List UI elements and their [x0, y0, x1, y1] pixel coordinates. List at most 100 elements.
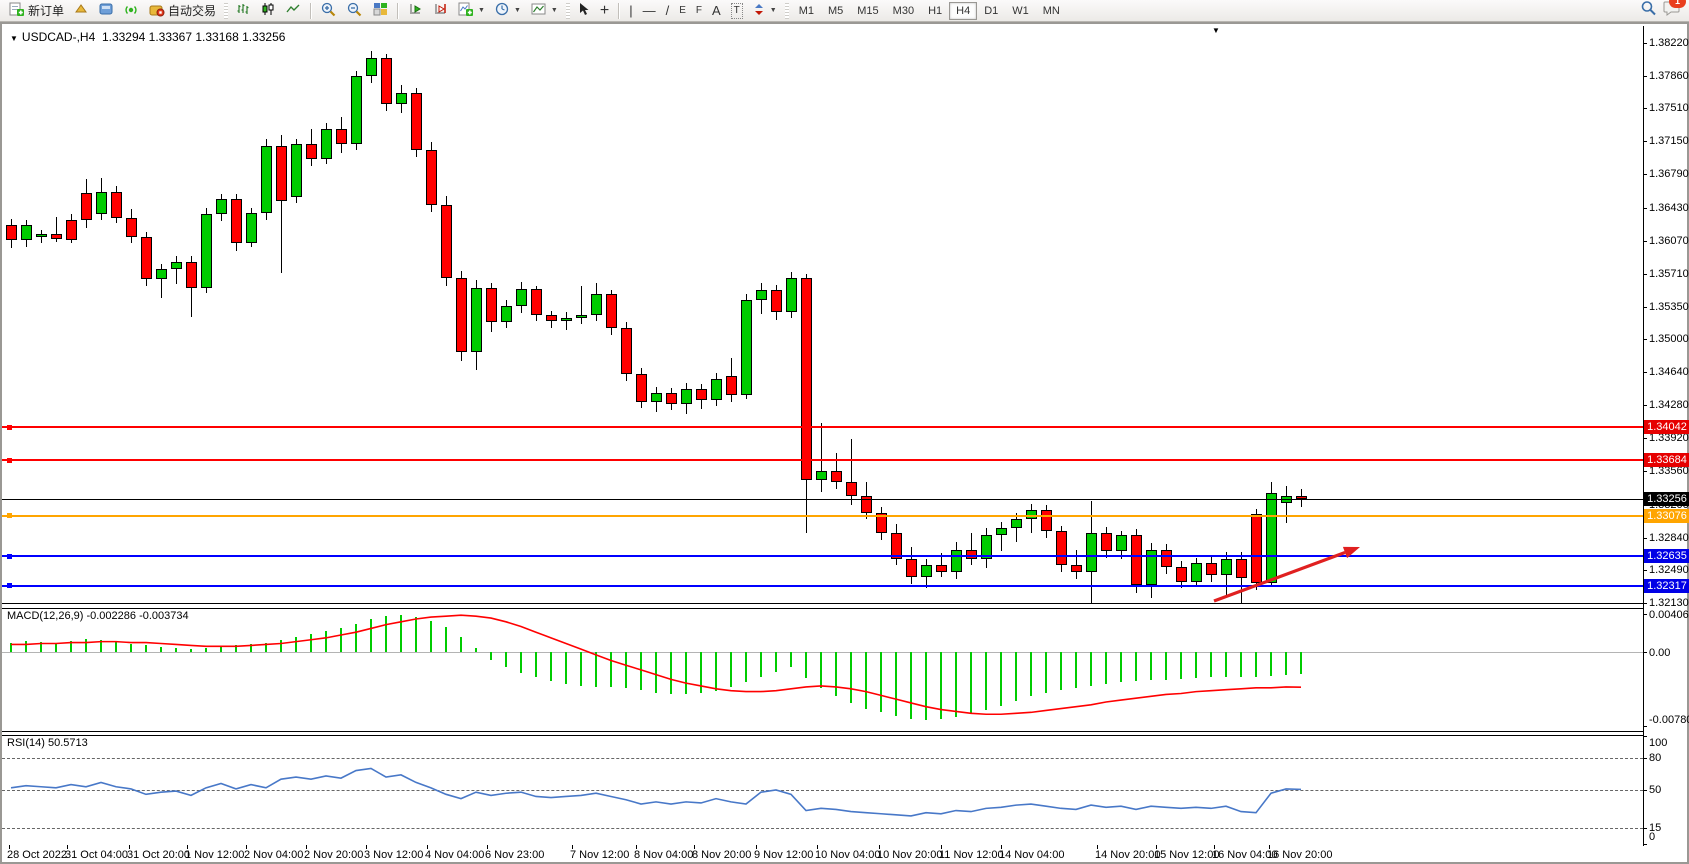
notifications-button[interactable]: 1 [1663, 0, 1686, 21]
crosshair-icon: + [599, 1, 610, 19]
horizontal-line-object[interactable] [2, 459, 1643, 462]
channel-tool-button[interactable]: E [674, 1, 691, 20]
toolbar: 新订单 自动交易 [0, 0, 1689, 22]
timeframe-m15-button[interactable]: M15 [850, 2, 885, 20]
candlestick-mode-button[interactable] [256, 1, 281, 20]
search-icon[interactable] [1640, 0, 1657, 21]
candle-body [546, 315, 557, 321]
candle-body [1116, 534, 1127, 552]
hline-handle[interactable] [7, 513, 12, 519]
horizontal-line-object[interactable] [2, 426, 1643, 429]
zoom-in-button[interactable] [316, 1, 342, 20]
candle-body [336, 129, 347, 145]
macd-histogram-bar [520, 652, 522, 673]
hline-price-badge: 1.32317 [1644, 578, 1689, 593]
crosshair-tool-button[interactable]: + [595, 1, 614, 20]
timeframe-h1-button[interactable]: H1 [921, 2, 949, 20]
tile-windows-button[interactable] [368, 1, 393, 20]
price-tick-mark [1643, 372, 1647, 374]
market-watch-button[interactable] [69, 1, 94, 20]
text-tool-button[interactable]: A [707, 1, 726, 20]
zoom-out-button[interactable] [342, 1, 368, 20]
trendline-tool-button[interactable]: / [661, 1, 675, 20]
vertical-line-tool-button[interactable]: | [624, 1, 637, 20]
auto-scroll-button[interactable] [403, 1, 428, 20]
templates-button[interactable]: ▼ [526, 1, 563, 20]
candle-body [396, 92, 407, 104]
notification-badge: 1 [1669, 0, 1686, 8]
hline-handle[interactable] [7, 457, 12, 463]
macd-histogram-bar [625, 652, 627, 688]
hline-handle[interactable] [7, 553, 12, 559]
macd-histogram-bar [445, 627, 447, 652]
timeframe-d1-button[interactable]: D1 [977, 2, 1005, 20]
timeframe-m5-button[interactable]: M5 [821, 2, 850, 20]
new-order-button[interactable]: 新订单 [4, 1, 69, 20]
macd-histogram-bar [1255, 652, 1257, 677]
text-label-tool-button[interactable]: T [726, 1, 748, 20]
macd-histogram-bar [1210, 652, 1212, 678]
timeframe-h4-button[interactable]: H4 [949, 2, 978, 20]
macd-histogram-bar [610, 652, 612, 687]
candle-body [756, 290, 767, 300]
time-tick-mark [1097, 845, 1098, 849]
candle-body [456, 278, 467, 352]
macd-histogram-bar [175, 648, 177, 652]
hline-handle[interactable] [7, 583, 12, 589]
macd-histogram-bar [415, 617, 417, 652]
cursor-tool-button[interactable] [573, 1, 595, 20]
candle-wick [1076, 549, 1077, 579]
signals-button[interactable] [119, 1, 144, 20]
arrows-tool-button[interactable]: ▼ [748, 1, 782, 20]
rsi-level-line [2, 827, 1643, 829]
symbol-dropdown-icon[interactable]: ▼ [10, 34, 18, 43]
zoom-in-icon [321, 2, 337, 20]
horizontal-line-object[interactable] [2, 584, 1643, 587]
horizontal-line-tool-button[interactable]: — [638, 1, 661, 20]
macd-histogram-bar [145, 645, 147, 652]
macd-histogram-bar [805, 652, 807, 679]
rsi-tick-label: 50 [1649, 784, 1662, 796]
timeframe-m30-button[interactable]: M30 [886, 2, 921, 20]
periods-button[interactable]: ▼ [490, 1, 526, 20]
candle-body [216, 199, 227, 214]
macd-histogram-bar [955, 652, 957, 718]
horizontal-line-object[interactable] [2, 555, 1643, 558]
price-tick-label: 1.34640 [1649, 366, 1689, 379]
profile-icon [99, 2, 114, 19]
bar-chart-mode-button[interactable] [231, 1, 256, 20]
hline-handle[interactable] [7, 424, 12, 430]
timeframe-mn-button[interactable]: MN [1036, 2, 1067, 20]
candle-body [231, 199, 242, 244]
macd-histogram-bar [1225, 652, 1227, 677]
trendline-icon: / [665, 2, 670, 18]
candle-wick [566, 312, 567, 330]
macd-histogram-bar [895, 652, 897, 717]
macd-histogram-bar [1150, 652, 1152, 681]
time-tick-mark [879, 845, 880, 849]
fibonacci-tool-button[interactable]: F [691, 1, 707, 20]
timeframe-w1-button[interactable]: W1 [1005, 2, 1036, 20]
horizontal-line-object[interactable] [2, 514, 1643, 517]
price-tick-label: 1.32490 [1649, 563, 1689, 576]
indicators-button[interactable]: ▼ [453, 1, 490, 20]
candle-body [501, 305, 512, 323]
tile-windows-icon [373, 2, 388, 19]
price-tick-label: 1.34280 [1649, 399, 1689, 412]
pane-main-macd-separator [2, 603, 1643, 604]
auto-trading-button[interactable]: 自动交易 [144, 1, 221, 20]
pane-macd-top-border [2, 608, 1643, 609]
profile-button[interactable] [94, 1, 119, 20]
chart-shift-marker[interactable]: ▼ [1212, 26, 1220, 35]
candle-body [1086, 533, 1097, 572]
line-chart-mode-button[interactable] [281, 1, 306, 20]
chart-shift-button[interactable] [428, 1, 453, 20]
chart-shift-icon [433, 2, 448, 19]
timeframe-m1-button[interactable]: M1 [792, 2, 821, 20]
time-axis-label: 2 Nov 20:00 [304, 849, 364, 861]
current-price-badge: 1.33256 [1644, 492, 1689, 507]
macd-histogram-bar [10, 642, 12, 652]
candle-body [201, 214, 212, 288]
toolbar-grip [224, 2, 229, 19]
candle-body [426, 149, 437, 205]
